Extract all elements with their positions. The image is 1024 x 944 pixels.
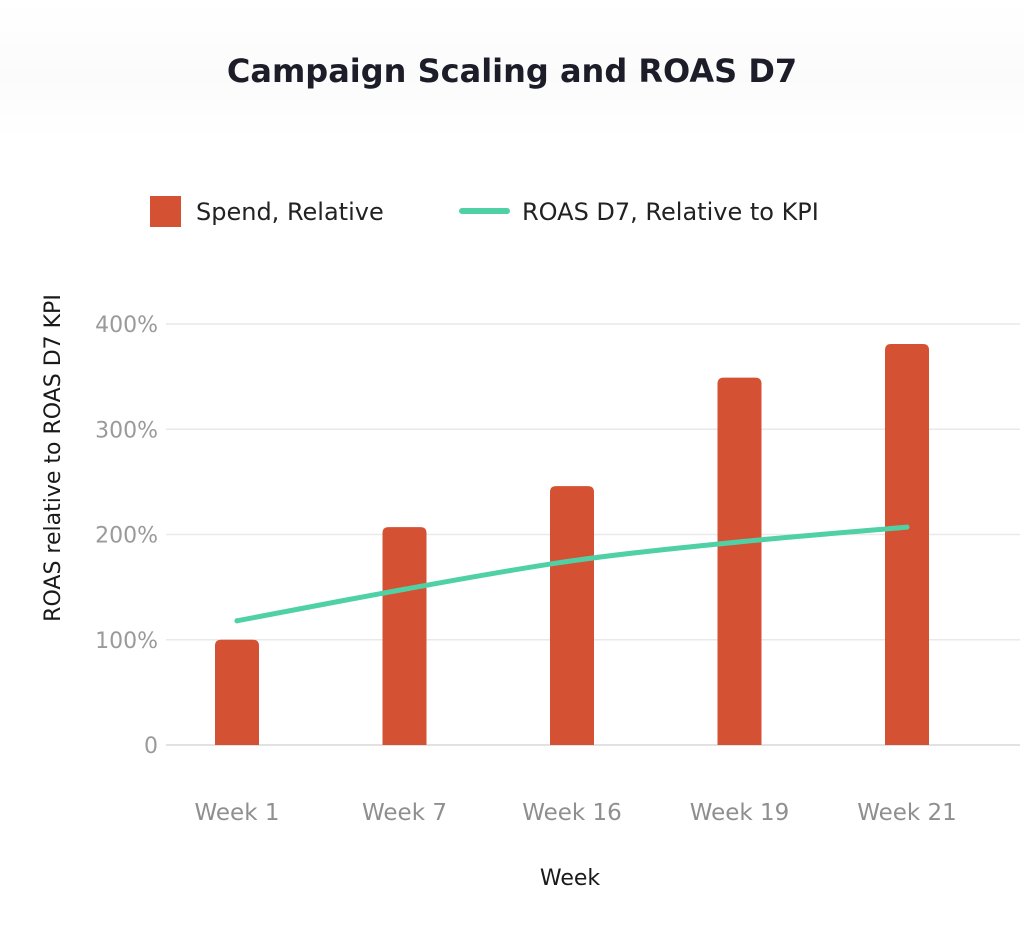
x-tick-label: Week 21	[857, 800, 957, 826]
x-tick-labels: Week 1 Week 7 Week 16 Week 19 Week 21	[195, 800, 957, 826]
x-axis-title: Week	[540, 866, 601, 891]
roas-point-week-1	[234, 618, 240, 624]
legend-swatch-spend	[150, 196, 181, 227]
bar-spend-week-1	[215, 639, 259, 745]
chart-title: Campaign Scaling and ROAS D7	[227, 52, 797, 90]
title-band	[0, 0, 1024, 140]
x-tick-label: Week 1	[195, 800, 280, 826]
roas-point-week-19	[737, 539, 742, 545]
bar-spend-week-21	[885, 343, 929, 745]
roas-point-week-7	[402, 586, 407, 592]
bar-spend-week-16	[550, 486, 594, 745]
y-tick-label: 400%	[95, 313, 158, 338]
y-tick-label: 300%	[95, 418, 158, 443]
y-tick-label: 0	[144, 734, 158, 759]
bar-spend-week-19	[717, 377, 762, 745]
legend: Spend, Relative ROAS D7, Relative to KPI	[150, 196, 819, 227]
y-tick-label: 200%	[95, 524, 158, 549]
y-axis-title: ROAS relative to ROAS D7 KPI	[41, 294, 66, 622]
legend-label-roas: ROAS D7, Relative to KPI	[522, 198, 819, 226]
x-tick-label: Week 16	[522, 800, 622, 826]
roas-point-week-21	[904, 524, 910, 530]
legend-label-spend: Spend, Relative	[196, 198, 384, 226]
x-tick-label: Week 19	[690, 800, 790, 826]
bars	[215, 343, 929, 745]
roas-line-layer	[234, 524, 910, 624]
x-tick-label: Week 7	[362, 800, 447, 826]
y-tick-labels: 0 100% 200% 300% 400%	[95, 313, 158, 759]
bar-spend-week-7	[382, 527, 427, 745]
roas-point-week-16	[569, 558, 575, 564]
y-tick-label: 100%	[95, 629, 158, 654]
